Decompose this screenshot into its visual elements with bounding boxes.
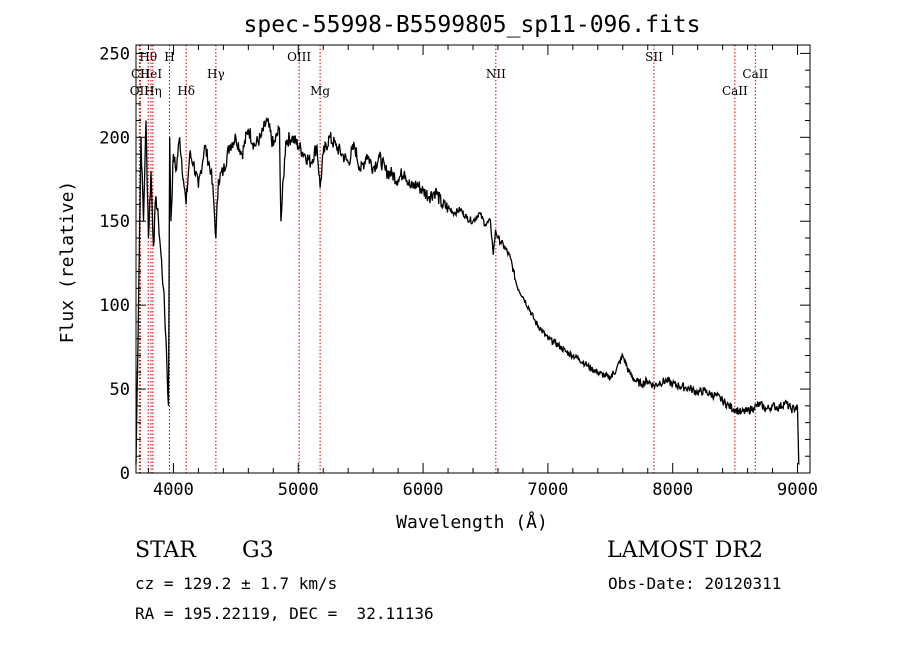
y-tick-label-0: 0: [120, 464, 130, 484]
x-tick-label-3: 7000: [527, 480, 568, 500]
spectral-line-label-13: CaII: [722, 84, 748, 98]
y-axis: 0 50 100 150 200 250: [99, 44, 810, 484]
plot-frame: [135, 44, 811, 474]
x-tick-label-2: 6000: [403, 480, 444, 500]
y-axis-title: Flux (relative): [57, 181, 78, 344]
spectral-line-label-6: Hδ: [177, 84, 195, 98]
observation-date: Obs-Date: 20120311: [608, 574, 782, 593]
x-axis-title: Wavelength (Å): [396, 511, 548, 533]
spectral-line-label-1: OII: [130, 84, 150, 98]
spectral-line-label-8: OIII: [287, 50, 311, 64]
x-tick-label-1: 5000: [278, 480, 319, 500]
y-tick-label-5: 250: [99, 44, 130, 64]
object-class: STAR: [135, 538, 196, 563]
spectral-line-label-3: HeI: [140, 67, 163, 81]
spectrum-line: [135, 116, 800, 465]
spectral-line-label-4: Hη: [144, 84, 162, 98]
y-tick-label-4: 200: [99, 128, 130, 148]
redshift-value: cz = 129.2 ± 1.7 km/s: [135, 574, 338, 593]
x-tick-label-0: 4000: [153, 480, 194, 500]
spectral-line-label-12: CaII: [742, 67, 768, 81]
spectral-line-label-2: Hθ: [139, 50, 157, 64]
x-axis: 4000 5000 6000 7000 8000 9000: [147, 45, 818, 500]
y-tick-label-1: 50: [110, 380, 130, 400]
spectral-line-label-10: NII: [486, 67, 506, 81]
x-tick-label-5: 9000: [777, 480, 818, 500]
survey-name: LAMOST DR2: [607, 538, 763, 563]
spectral-line-label-11: SII: [645, 50, 663, 64]
chart-title: spec-55998-B5599805_sp11-096.fits: [244, 12, 701, 38]
object-subclass: G3: [242, 538, 274, 563]
y-tick-label-2: 100: [99, 296, 130, 316]
coordinates: RA = 195.22119, DEC = 32.11136: [135, 604, 434, 623]
spectral-line-label-5: H: [164, 50, 174, 64]
x-tick-label-4: 8000: [652, 480, 693, 500]
y-tick-label-3: 150: [99, 212, 130, 232]
spectral-line-label-7: Hγ: [207, 67, 225, 81]
spectral-line-label-9: Mg: [310, 84, 330, 98]
